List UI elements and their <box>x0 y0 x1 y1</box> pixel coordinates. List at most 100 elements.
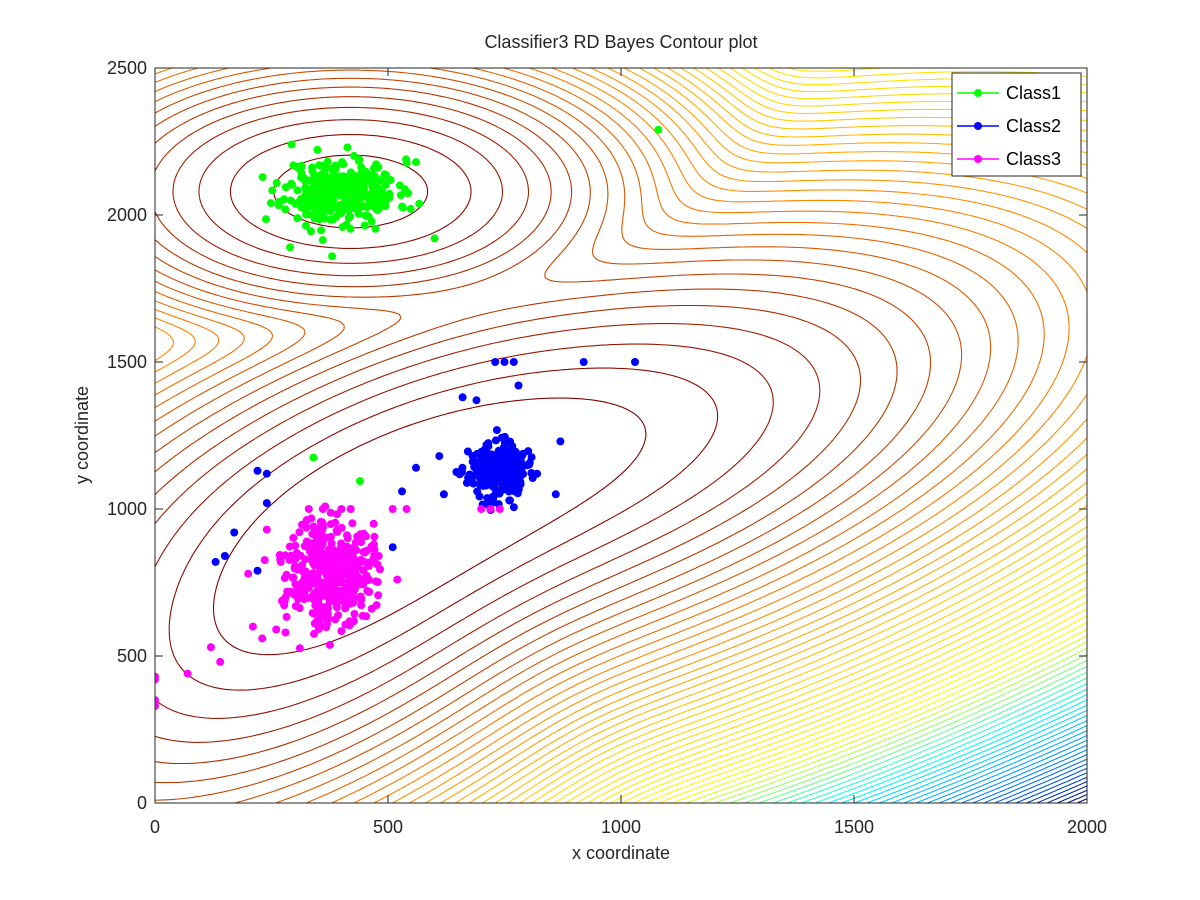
legend-swatch-marker <box>974 155 982 163</box>
data-point <box>316 611 325 620</box>
data-point <box>304 505 313 513</box>
x-tick-label: 2000 <box>1067 817 1107 837</box>
data-point <box>281 183 290 192</box>
data-point <box>320 166 329 175</box>
data-point <box>412 463 420 472</box>
data-point <box>304 577 312 586</box>
data-point <box>363 211 371 220</box>
contour-line <box>598 586 1087 803</box>
legend-swatch-marker <box>974 89 982 97</box>
data-point <box>326 215 335 224</box>
x-tick-label: 500 <box>373 817 403 837</box>
data-point <box>335 191 344 200</box>
contour-line <box>658 622 1087 803</box>
data-point <box>356 200 365 209</box>
data-point <box>368 187 377 195</box>
data-point <box>345 621 354 630</box>
data-point <box>262 499 271 508</box>
data-point <box>325 640 334 649</box>
ticks-layer: 0 500 1000 1500 2000 0 500 1000 1500 2000 2500 <box>107 58 1107 837</box>
data-point <box>295 644 304 653</box>
data-point <box>323 157 332 166</box>
data-point <box>318 505 327 513</box>
data-point <box>301 196 310 205</box>
data-point <box>496 475 505 484</box>
data-point <box>493 469 502 477</box>
data-point <box>286 243 295 252</box>
data-point <box>305 546 314 555</box>
data-point <box>337 627 346 636</box>
y-tick-label: 1000 <box>107 499 147 519</box>
data-point <box>398 202 407 211</box>
data-point <box>216 657 225 666</box>
data-point <box>308 163 317 172</box>
data-point <box>348 519 357 528</box>
data-point <box>351 567 360 576</box>
data-point <box>244 569 253 578</box>
contour-line <box>168 134 719 691</box>
data-point <box>327 546 336 555</box>
data-point <box>502 469 511 478</box>
contour-line <box>891 720 1087 803</box>
data-point <box>372 160 381 169</box>
data-point <box>275 551 284 559</box>
data-point <box>551 490 560 499</box>
data-point <box>510 487 519 496</box>
data-point <box>342 220 351 229</box>
contour-line <box>961 749 1087 803</box>
data-point <box>272 625 281 634</box>
y-tick-label: 500 <box>117 646 147 666</box>
data-point <box>328 252 337 261</box>
data-point <box>281 628 290 637</box>
data-point <box>343 559 352 568</box>
data-point <box>516 480 525 489</box>
contour-line <box>854 704 1087 803</box>
data-point <box>337 505 346 513</box>
legend: Class1 Class2 Class3 <box>951 72 1082 177</box>
legend-label: Class1 <box>1006 83 1061 103</box>
data-point <box>556 437 565 446</box>
data-point <box>476 480 485 489</box>
data-point <box>333 510 341 519</box>
data-point <box>377 187 386 196</box>
data-point <box>348 170 357 179</box>
data-point <box>309 559 317 567</box>
contour-line <box>1026 776 1087 803</box>
data-point <box>183 669 192 678</box>
data-point <box>339 160 348 169</box>
data-point <box>357 538 366 547</box>
data-point <box>328 204 337 212</box>
data-point <box>253 566 262 575</box>
data-point <box>435 452 444 461</box>
data-point <box>342 594 351 603</box>
data-point <box>439 490 448 499</box>
contour-line <box>440 68 1087 803</box>
data-point <box>293 162 302 171</box>
data-point <box>372 193 381 202</box>
x-tick-label: 1500 <box>834 817 874 837</box>
data-point <box>346 505 355 513</box>
data-point <box>349 594 358 603</box>
data-point <box>524 447 533 456</box>
data-point <box>498 481 507 490</box>
x-tick-label: 0 <box>150 817 160 837</box>
data-point <box>289 533 298 542</box>
data-point <box>370 172 379 181</box>
data-point <box>220 552 229 560</box>
data-point <box>316 173 325 182</box>
data-point <box>299 568 308 577</box>
data-point <box>253 466 262 475</box>
data-point <box>333 527 342 536</box>
data-point <box>386 176 395 184</box>
data-point <box>333 590 342 599</box>
data-point <box>367 604 376 613</box>
data-point <box>336 200 344 209</box>
data-point <box>333 577 342 586</box>
series-class1 <box>258 125 663 486</box>
data-point <box>472 396 481 405</box>
legend-entry-class2: Class2 <box>957 116 1061 136</box>
y-tick-label: 0 <box>137 793 147 813</box>
data-point <box>488 498 497 507</box>
data-point <box>319 197 327 206</box>
contour-line <box>938 739 1087 803</box>
